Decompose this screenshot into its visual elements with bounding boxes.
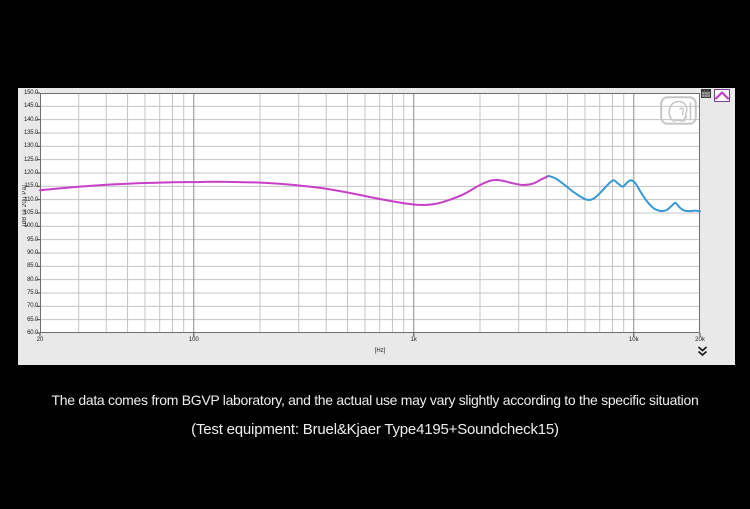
x-tick-label: 20k [695,337,705,343]
y-tick-label: 120.0 [23,170,38,176]
x-tick-label: 10k [628,337,639,343]
y-tick-label: 150.0 [23,90,38,96]
y-tick-label: 130.0 [23,143,38,150]
x-tick-label: 20 [36,337,44,343]
y-tick-label: 105.0 [23,210,38,216]
frequency-response-high-segment [547,174,701,213]
y-tick-label: 135.0 [23,130,38,136]
y-tick-label: 95.0 [27,236,38,243]
y-tick-label: 60.0 [27,330,38,336]
caption-line-2: (Test equipment: Bruel&Kjaer Type4195+So… [191,421,559,438]
y-tick-label: 100.0 [23,223,38,230]
measurement-chart-window: [dB re 20u Pa] 150.0 145.0 140.0 135.0 130.0… [18,88,735,365]
memory-list-icon[interactable] [701,89,711,98]
y-tick-label: 125.0 [23,156,38,163]
y-tick-label: 85.0 [27,263,38,270]
y-tick-label: 115.0 [24,183,38,190]
x-tick-label: 1k [410,337,417,343]
graph-toolbar [701,89,730,102]
y-axis-title: [dB re 20u Pa] [22,185,28,227]
chart-canvas [36,92,701,337]
y-tick-label: 90.0 [27,250,38,256]
x-axis-title: [Hz] [374,348,386,354]
collapse-chevrons-icon[interactable] [697,346,708,357]
graph-curve-icon[interactable] [714,89,730,102]
y-tick-label: 75.0 [27,290,38,296]
plot-area [36,92,701,337]
y-tick-label: 110.0 [24,196,38,203]
y-tick-label: 70.0 [27,303,38,310]
frequency-response-low-segment [39,174,550,207]
head-ear-icon [660,96,697,125]
caption-line-1: The data comes from BGVP laboratory, and… [51,392,699,408]
caption-block: The data comes from BGVP laboratory, and… [0,392,750,438]
x-tick-label: 100 [188,337,199,343]
y-tick-label: 145.0 [23,103,38,110]
y-tick-label: 80.0 [27,276,38,283]
y-tick-label: 140.0 [23,116,38,123]
y-tick-label: 65.0 [27,316,38,323]
